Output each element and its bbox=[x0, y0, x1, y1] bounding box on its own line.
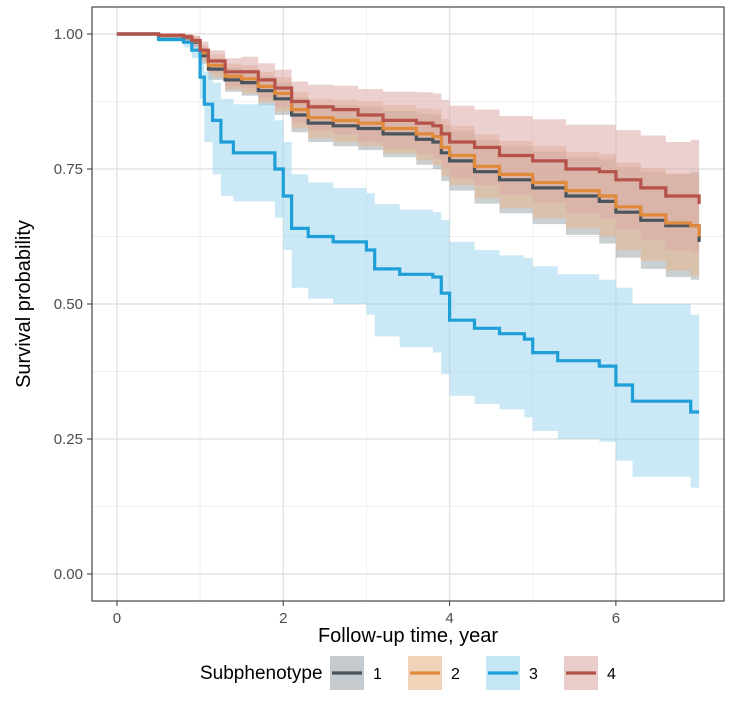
legend-label-2: 2 bbox=[451, 666, 460, 683]
y-tick-label: 1.00 bbox=[54, 26, 83, 43]
survival-lines bbox=[116, 32, 701, 414]
y-axis-ticks: 0.00 0.25 0.50 0.75 1.00 bbox=[54, 26, 92, 583]
legend-title: Subphenotype bbox=[200, 663, 323, 684]
legend-key-1: 1 bbox=[330, 656, 382, 690]
y-tick-label: 0.25 bbox=[54, 431, 83, 448]
legend-label-1: 1 bbox=[373, 666, 382, 683]
survival-curve-2 bbox=[116, 32, 701, 237]
y-axis-title: Survival probability bbox=[13, 220, 35, 388]
legend-label-3: 3 bbox=[529, 666, 538, 683]
survival-curve-3 bbox=[116, 32, 700, 414]
confidence-band-2 bbox=[116, 34, 700, 289]
legend-key-2: 2 bbox=[408, 656, 460, 690]
x-tick-label: 6 bbox=[612, 610, 620, 627]
x-tick-label: 2 bbox=[279, 610, 287, 627]
legend-key-3: 3 bbox=[486, 656, 538, 690]
legend-key-4: 4 bbox=[564, 656, 616, 690]
y-tick-label: 0.00 bbox=[54, 566, 83, 583]
x-axis-ticks: 0 2 4 6 bbox=[113, 601, 620, 627]
survival-curve-4 bbox=[116, 32, 701, 205]
y-tick-label: 0.75 bbox=[54, 161, 83, 178]
x-tick-label: 4 bbox=[445, 610, 453, 627]
legend: Subphenotype 1 2 3 4 bbox=[200, 656, 616, 690]
confidence-band-3 bbox=[116, 34, 700, 488]
y-tick-label: 0.50 bbox=[54, 296, 83, 313]
legend-label-4: 4 bbox=[607, 666, 616, 683]
x-tick-label: 0 bbox=[113, 610, 121, 627]
x-axis-title: Follow-up time, year bbox=[318, 625, 498, 647]
